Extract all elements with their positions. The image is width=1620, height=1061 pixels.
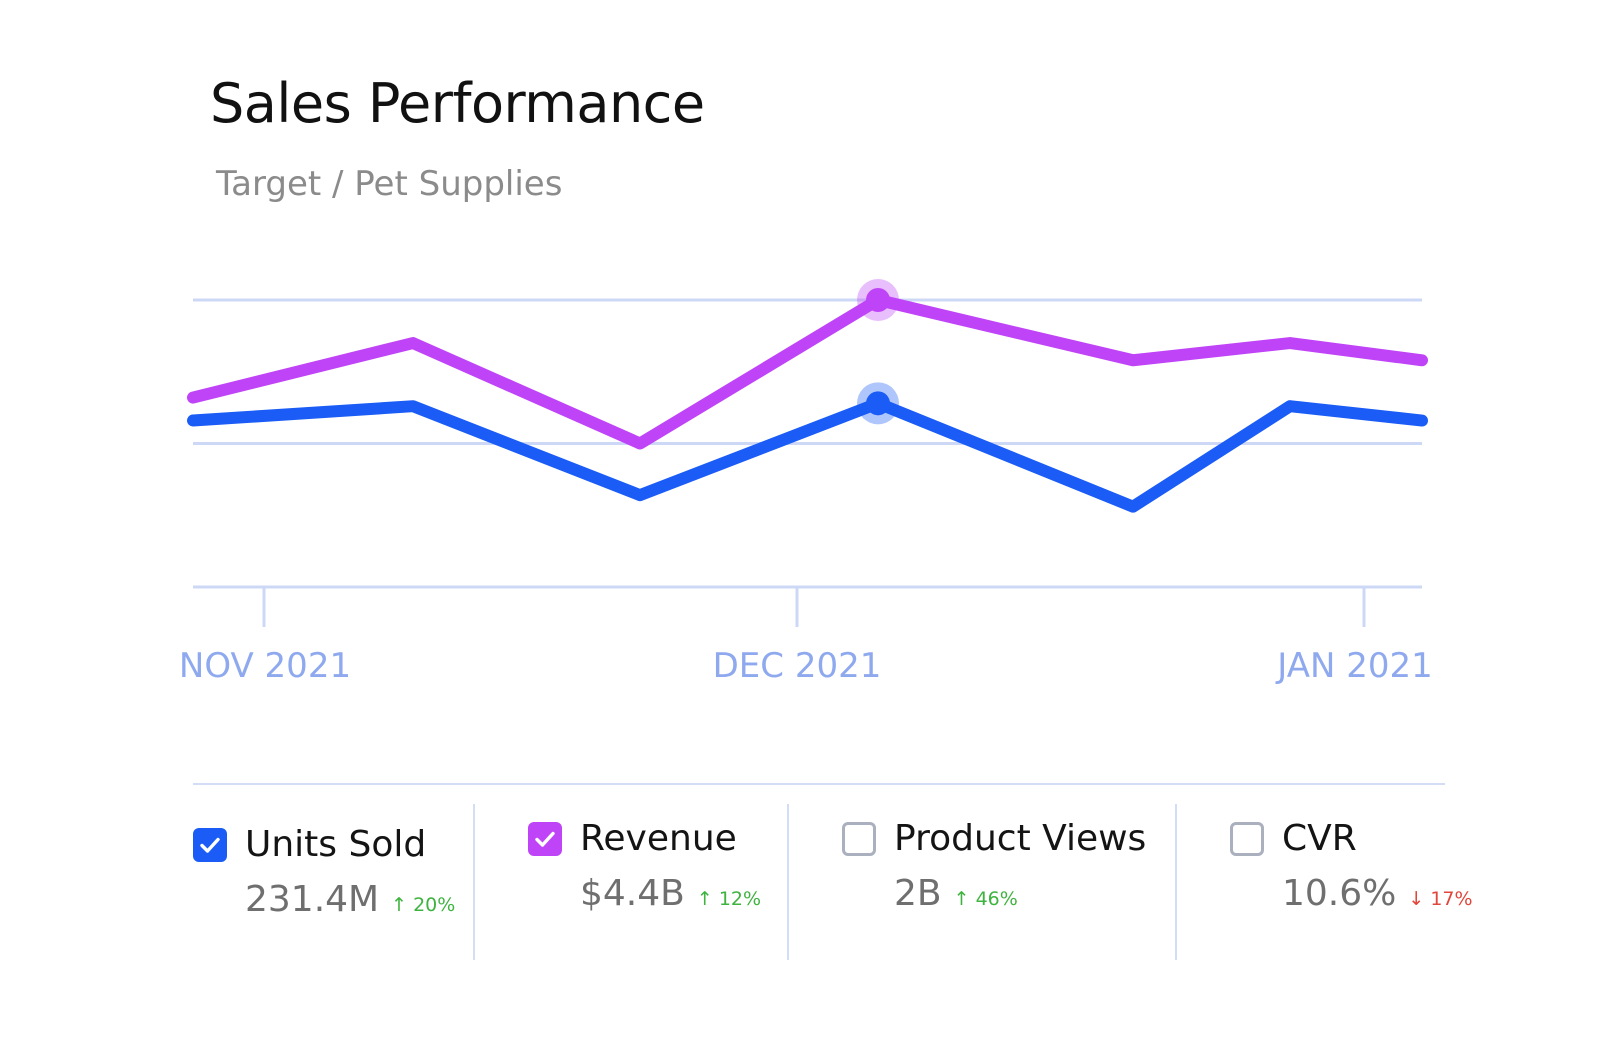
- product-views-checkbox[interactable]: [842, 821, 876, 856]
- legend-separator: [787, 804, 789, 960]
- check-icon: [200, 837, 220, 853]
- x-tick-label: JAN 2021: [1275, 646, 1432, 686]
- highlight-point[interactable]: [866, 288, 890, 312]
- series-points: [857, 279, 899, 425]
- highlight-point[interactable]: [866, 391, 890, 416]
- metric-label: Revenue: [580, 818, 737, 859]
- series-line-units-sold: [187, 397, 1428, 513]
- metric-change: ↑ 46%: [953, 888, 1018, 910]
- metric-label: Product Views: [894, 818, 1147, 859]
- check-icon: [535, 831, 555, 847]
- metric-change: ↓ 17%: [1408, 888, 1473, 910]
- legend-separator: [1175, 804, 1177, 960]
- cvr-checkbox[interactable]: [1230, 821, 1264, 856]
- metric-cvr[interactable]: CVR 10.6% ↓ 17%: [1230, 818, 1473, 914]
- metric-value: 231.4M: [245, 879, 380, 920]
- x-axis-ticks: NOV 2021 DEC 2021 JAN 2021: [179, 587, 1433, 686]
- chart-title: Sales Performance: [210, 72, 705, 135]
- x-tick-label: NOV 2021: [179, 646, 351, 686]
- metric-value: 10.6%: [1282, 873, 1397, 914]
- grid-lines: [193, 298, 1422, 589]
- metric-change: ↑ 12%: [696, 888, 762, 910]
- metric-revenue[interactable]: Revenue $4.4B ↑ 12%: [528, 818, 761, 914]
- legend-separator: [473, 804, 475, 960]
- line-chart: NOV 2021 DEC 2021 JAN 2021: [179, 279, 1433, 686]
- metric-product-views[interactable]: Product Views 2B ↑ 46%: [842, 818, 1146, 914]
- legend-divider: [193, 783, 1445, 785]
- series-line-revenue: [187, 294, 1428, 450]
- chart-subtitle: Target / Pet Supplies: [216, 164, 563, 204]
- x-tick-label: DEC 2021: [713, 646, 882, 686]
- metric-label: CVR: [1282, 818, 1357, 859]
- metric-units-sold[interactable]: Units Sold 231.4M ↑ 20%: [193, 824, 455, 920]
- revenue-checkbox[interactable]: [528, 821, 562, 856]
- metric-label: Units Sold: [245, 824, 427, 865]
- metric-value: 2B: [894, 873, 942, 914]
- series-lines: [187, 294, 1428, 513]
- metric-value: $4.4B: [580, 873, 685, 914]
- units-sold-checkbox[interactable]: [193, 827, 227, 862]
- metric-change: ↑ 20%: [391, 894, 456, 916]
